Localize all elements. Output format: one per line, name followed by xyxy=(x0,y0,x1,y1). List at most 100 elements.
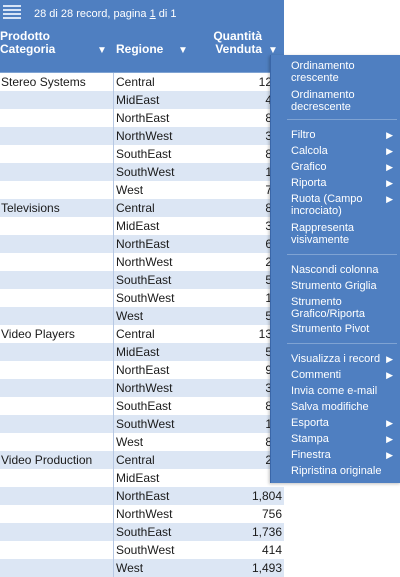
column-divider xyxy=(113,289,114,307)
menu-item-filtro[interactable]: Filtro ▶ xyxy=(291,129,395,141)
menu-item-label: Riporta xyxy=(291,177,327,189)
menu-item-label: Ordinamento crescente xyxy=(291,60,355,84)
menu-item-finestra[interactable]: Finestra ▶ xyxy=(291,449,395,461)
column-divider xyxy=(113,559,114,577)
menu-item-ordinamento-decrescente[interactable]: Ordinamento decrescente xyxy=(291,89,395,113)
sort-category-icon[interactable]: ▼ xyxy=(97,45,107,56)
menu-item-label: Nascondi colonna xyxy=(291,264,379,276)
menu-item-strumento-grafico-riporta[interactable]: Strumento Grafico/Riporta xyxy=(291,296,395,320)
menu-item-riporta[interactable]: Riporta ▶ xyxy=(291,177,395,189)
menu-item-label: Esporta xyxy=(291,417,329,429)
table-row: NorthWest 756 xyxy=(0,505,284,523)
report-toolbar: 28 di 28 record, pagina 1 di 1 xyxy=(0,0,284,28)
menu-item-esporta[interactable]: Esporta ▶ xyxy=(291,417,395,429)
menu-item-nascondi-colonna[interactable]: Nascondi colonna xyxy=(291,264,395,276)
menu-item-calcola[interactable]: Calcola ▶ xyxy=(291,145,395,157)
menu-item-grafico[interactable]: Grafico ▶ xyxy=(291,161,395,173)
table-row: MidEast9 xyxy=(0,469,284,487)
cell-region: NorthWest xyxy=(116,129,173,143)
cell-quantity: 756 xyxy=(261,507,282,521)
table-row: SouthEast5,4 xyxy=(0,271,284,289)
column-divider xyxy=(113,451,114,469)
menu-icon[interactable] xyxy=(3,5,21,21)
menu-item-salva-modifiche[interactable]: Salva modifiche xyxy=(291,401,395,413)
column-divider xyxy=(113,487,114,505)
column-header-region[interactable]: Regione xyxy=(116,42,164,56)
table-row: NorthEast9,4 xyxy=(0,361,284,379)
menu-item-visualizza-i-record[interactable]: Visualizza i record ▶ xyxy=(291,353,395,365)
menu-separator xyxy=(287,119,397,120)
table-row: NorthWest3,9 xyxy=(0,379,284,397)
column-divider xyxy=(113,523,114,541)
column-divider xyxy=(113,397,114,415)
table-row: SouthWest 414 xyxy=(0,541,284,559)
submenu-arrow-icon: ▶ xyxy=(386,146,393,156)
record-text-suffix: di 1 xyxy=(155,8,177,20)
menu-item-label: Ordinamento decrescente xyxy=(291,89,355,113)
column-divider xyxy=(113,253,114,271)
cell-region: NorthWest xyxy=(116,507,173,521)
menu-item-label: Salva modifiche xyxy=(291,401,369,413)
table-row: SouthWest1,7 xyxy=(0,163,284,181)
cell-region: NorthWest xyxy=(116,381,173,395)
column-divider xyxy=(113,307,114,325)
submenu-arrow-icon: ▶ xyxy=(386,450,393,460)
menu-item-commenti[interactable]: Commenti ▶ xyxy=(291,369,395,381)
menu-item-label: Calcola xyxy=(291,145,328,157)
column-header-category-line2: Categoria xyxy=(0,42,56,56)
cell-region: West xyxy=(116,309,144,323)
table-row: NorthEast 1,804 xyxy=(0,487,284,505)
sort-quantity-icon[interactable]: ▼ xyxy=(268,45,278,56)
menu-separator xyxy=(287,254,397,255)
menu-item-strumento-pivot[interactable]: Strumento Pivot xyxy=(291,323,395,335)
column-header-quantity[interactable]: Quantità Venduta xyxy=(196,30,262,56)
column-divider xyxy=(113,361,114,379)
cell-region: MidEast xyxy=(116,219,160,233)
table-row: SouthEast8,6 xyxy=(0,397,284,415)
column-divider xyxy=(113,73,114,91)
cell-region: SouthEast xyxy=(116,525,172,539)
cell-region: NorthEast xyxy=(116,237,170,251)
menu-item-stampa[interactable]: Stampa ▶ xyxy=(291,433,395,445)
cell-region: Central xyxy=(116,453,155,467)
cell-region: SouthWest xyxy=(116,417,175,431)
table-row: NorthEast8,9 xyxy=(0,109,284,127)
menu-item-ripristina-originale[interactable]: Ripristina originale xyxy=(291,465,395,477)
column-divider xyxy=(113,199,114,217)
submenu-arrow-icon: ▶ xyxy=(386,162,393,172)
menu-item-strumento-griglia[interactable]: Strumento Griglia xyxy=(291,280,395,292)
table-row: SouthEast8,2 xyxy=(0,145,284,163)
cell-region: MidEast xyxy=(116,471,160,485)
page-number-link[interactable]: 1 xyxy=(149,8,156,20)
cell-region: NorthEast xyxy=(116,489,170,503)
column-divider xyxy=(113,505,114,523)
context-menu: Ordinamento crescente Ordinamento decresc… xyxy=(270,55,400,483)
column-divider xyxy=(113,91,114,109)
menu-item-label: Ripristina originale xyxy=(291,465,382,477)
table-row: SouthWest1,7 xyxy=(0,415,284,433)
table-row: NorthWest2,4 xyxy=(0,253,284,271)
submenu-arrow-icon: ▶ xyxy=(386,354,393,364)
cell-region: NorthEast xyxy=(116,111,170,125)
cell-region: SouthWest xyxy=(116,543,175,557)
sort-region-icon[interactable]: ▼ xyxy=(178,45,188,56)
table-row: MidEast3,1 xyxy=(0,217,284,235)
column-divider xyxy=(113,109,114,127)
submenu-arrow-icon: ▶ xyxy=(386,130,393,140)
menu-item-label: Filtro xyxy=(291,129,316,141)
column-divider xyxy=(113,217,114,235)
menu-separator xyxy=(287,343,397,344)
cell-quantity: 1,804 xyxy=(251,489,282,503)
menu-item-ruota-campo-incrociato[interactable]: Ruota (Campo incrociato) ▶ xyxy=(291,193,395,217)
menu-item-rappresenta-visivamente[interactable]: Rappresenta visivamente xyxy=(291,222,395,246)
table-row: SouthWest1,2 xyxy=(0,289,284,307)
cell-quantity: 1,736 xyxy=(251,525,282,539)
column-header-category[interactable]: Prodotto Categoria xyxy=(0,30,55,56)
menu-item-invia-come-e-mail[interactable]: Invia come e-mail xyxy=(291,385,395,397)
column-divider xyxy=(113,145,114,163)
cell-quantity: 414 xyxy=(261,543,282,557)
column-divider xyxy=(113,235,114,253)
table-body: Stereo SystemsCentral12,4MidEast4,6North… xyxy=(0,73,284,577)
menu-item-ordinamento-crescente[interactable]: Ordinamento crescente xyxy=(291,60,395,84)
